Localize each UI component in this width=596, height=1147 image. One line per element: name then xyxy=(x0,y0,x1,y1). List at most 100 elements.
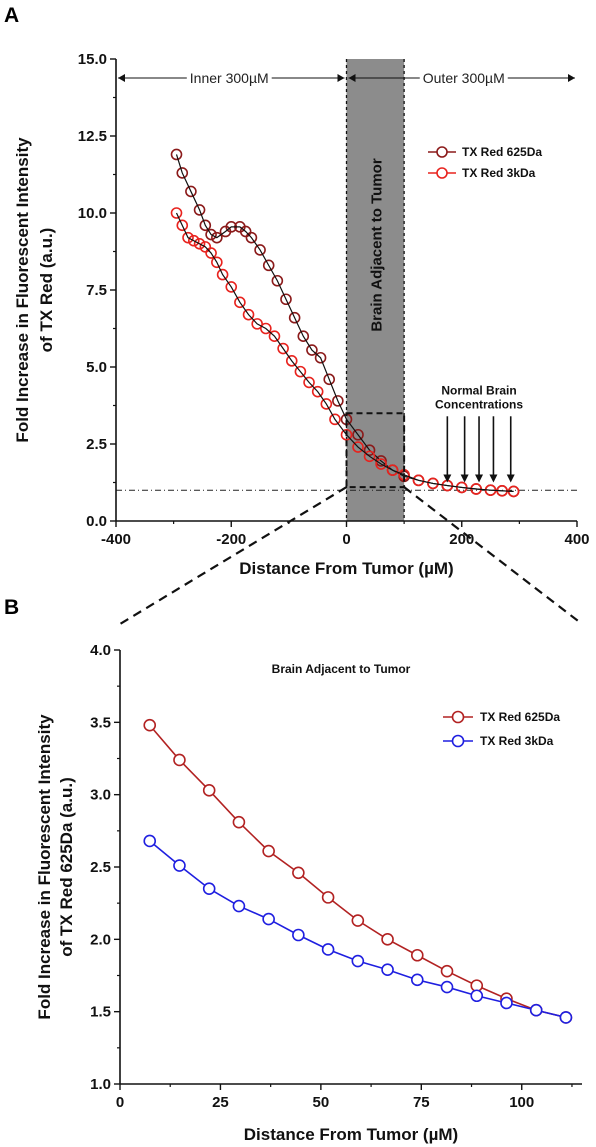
panel-a-point-3kda xyxy=(412,474,425,487)
panel-b-x-axis-label: Distance From Tumor (µM) xyxy=(244,1125,458,1144)
panel-a-point-625da xyxy=(239,225,252,238)
panel-b-ytick-label: 2.0 xyxy=(90,931,111,948)
panel-b-xtick-label: 50 xyxy=(313,1094,330,1111)
panel-a-ytick-label: 5.0 xyxy=(86,359,107,376)
panel-a-xtick-label: 0 xyxy=(342,531,350,548)
panel-b-point-3kda xyxy=(351,954,365,968)
panel-b-point-625da xyxy=(440,964,454,978)
panel-a-point-3kda xyxy=(352,441,364,453)
panel-b-xtick-label: 25 xyxy=(212,1094,229,1111)
outer-arrow-head-right xyxy=(568,74,575,82)
panel-a-legend-marker xyxy=(436,146,448,158)
panel-a-point-3kda xyxy=(170,207,183,219)
inner-region-label: Inner 300µM xyxy=(190,70,269,86)
panel-a-point-3kda xyxy=(225,281,238,293)
panel-a-point-3kda xyxy=(234,296,246,309)
panel-b-legend-label: TX Red 625Da xyxy=(480,710,560,724)
panel-a-ytick-label: 7.5 xyxy=(86,282,107,299)
panel-a-y-axis-label-line1: Fold Increase in Fluorescent Intensity xyxy=(13,137,32,443)
panel-a-point-625da xyxy=(297,330,310,343)
panel-a-point-3kda xyxy=(251,318,263,330)
panel-a-fit-line-3kda xyxy=(175,212,514,493)
panel-a-point-625da xyxy=(254,244,266,256)
panel-a-point-3kda xyxy=(427,477,439,490)
panel-a-point-3kda xyxy=(375,458,387,470)
inner-arrow-head-right xyxy=(337,74,345,82)
normal-brain-arrowhead xyxy=(443,474,452,483)
panel-a-point-3kda xyxy=(329,413,341,426)
panel-a-point-625da xyxy=(280,293,292,306)
panel-a-point-3kda xyxy=(211,256,223,269)
panel-a-xtick-label: 400 xyxy=(564,531,589,548)
panel-b-point-625da xyxy=(321,891,335,904)
panel-a-legend-label: TX Red 3kDa xyxy=(462,166,536,180)
region-label-backdrop xyxy=(186,69,272,87)
panel-a-point-625da xyxy=(323,373,336,386)
panel-a-ytick-label: 15.0 xyxy=(78,51,107,68)
panel-b-xtick-label: 100 xyxy=(509,1094,534,1111)
panel-a-point-3kda xyxy=(268,330,281,343)
normal-brain-arrowhead xyxy=(506,474,515,483)
panel-b-point-3kda xyxy=(470,989,484,1003)
panel-a-point-625da xyxy=(271,274,284,287)
panel-b-point-3kda xyxy=(262,912,275,926)
outer-arrow-head-left xyxy=(348,74,356,82)
panel-b-point-3kda xyxy=(292,928,305,942)
panel-label-a: A xyxy=(4,4,19,27)
panel-b-point-625da xyxy=(202,784,216,797)
panel-b-legend-label: TX Red 3kDa xyxy=(480,734,554,748)
panel-a-point-625da xyxy=(352,428,364,441)
panel-a-point-3kda xyxy=(216,268,229,281)
panel-a-ytick-label: 10.0 xyxy=(78,205,107,222)
panel-a-legend-label: TX Red 625Da xyxy=(462,145,542,159)
bat-region-label: Brain Adjacent to Tumor xyxy=(368,158,385,332)
panel-b-point-625da xyxy=(232,815,246,829)
panel-a-point-3kda xyxy=(193,238,206,250)
panel-a-point-625da xyxy=(193,204,206,216)
panel-a-point-625da xyxy=(170,148,183,161)
panel-a-point-3kda xyxy=(311,385,324,398)
panel-b-y-axis-label-line1: Fold Increase in Fluorescent Intensity xyxy=(35,714,54,1020)
panel-b-line-3kda xyxy=(149,840,567,1019)
panel-b-point-3kda xyxy=(410,973,424,987)
zoom-box xyxy=(345,412,406,489)
panel-a-point-625da xyxy=(205,228,217,241)
panel-b-point-3kda xyxy=(440,980,454,994)
normal-brain-label-line2: Concentrations xyxy=(435,398,523,412)
panel-a-point-3kda xyxy=(260,322,272,335)
panel-a-point-625da xyxy=(288,311,301,324)
panel-a-point-3kda xyxy=(320,398,333,410)
panel-b-ytick-label: 3.5 xyxy=(90,714,111,731)
panel-a-point-3kda xyxy=(277,342,289,355)
panel-b-point-3kda xyxy=(202,882,216,896)
panel-a-point-3kda xyxy=(294,365,307,378)
panel-b-xtick-label: 75 xyxy=(413,1094,430,1111)
panel-a-x-axis-label: Distance From Tumor (µM) xyxy=(239,559,453,578)
panel-b-point-625da xyxy=(143,718,157,732)
panel-a-point-3kda xyxy=(187,234,200,247)
panel-a-point-3kda xyxy=(242,308,255,321)
panel-b-ytick-label: 4.0 xyxy=(90,642,111,659)
panel-a-point-3kda xyxy=(363,450,376,463)
panel-label-b: B xyxy=(4,596,19,619)
panel-a-point-3kda xyxy=(182,231,194,244)
panel-a-point-625da xyxy=(306,344,318,356)
panel-b-title: Brain Adjacent to Tumor xyxy=(272,662,411,676)
panel-b-legend-marker xyxy=(451,734,465,748)
panel-a-point-625da xyxy=(185,185,197,198)
panel-a-point-3kda xyxy=(205,247,217,259)
panel-a-point-625da xyxy=(245,231,258,244)
panel-b-point-3kda xyxy=(232,899,246,913)
panel-b-point-3kda xyxy=(143,834,157,848)
normal-brain-arrowhead xyxy=(475,474,484,483)
panel-b-ytick-label: 1.0 xyxy=(90,1076,111,1093)
panel-b-point-3kda xyxy=(381,963,394,977)
panel-a-point-625da xyxy=(211,231,223,244)
panel-a-point-625da xyxy=(176,167,189,179)
panel-a-point-3kda xyxy=(303,376,315,389)
region-label-backdrop xyxy=(419,69,508,87)
panel-a-fit-line-625da xyxy=(175,154,514,493)
panel-b-point-3kda xyxy=(173,859,186,872)
